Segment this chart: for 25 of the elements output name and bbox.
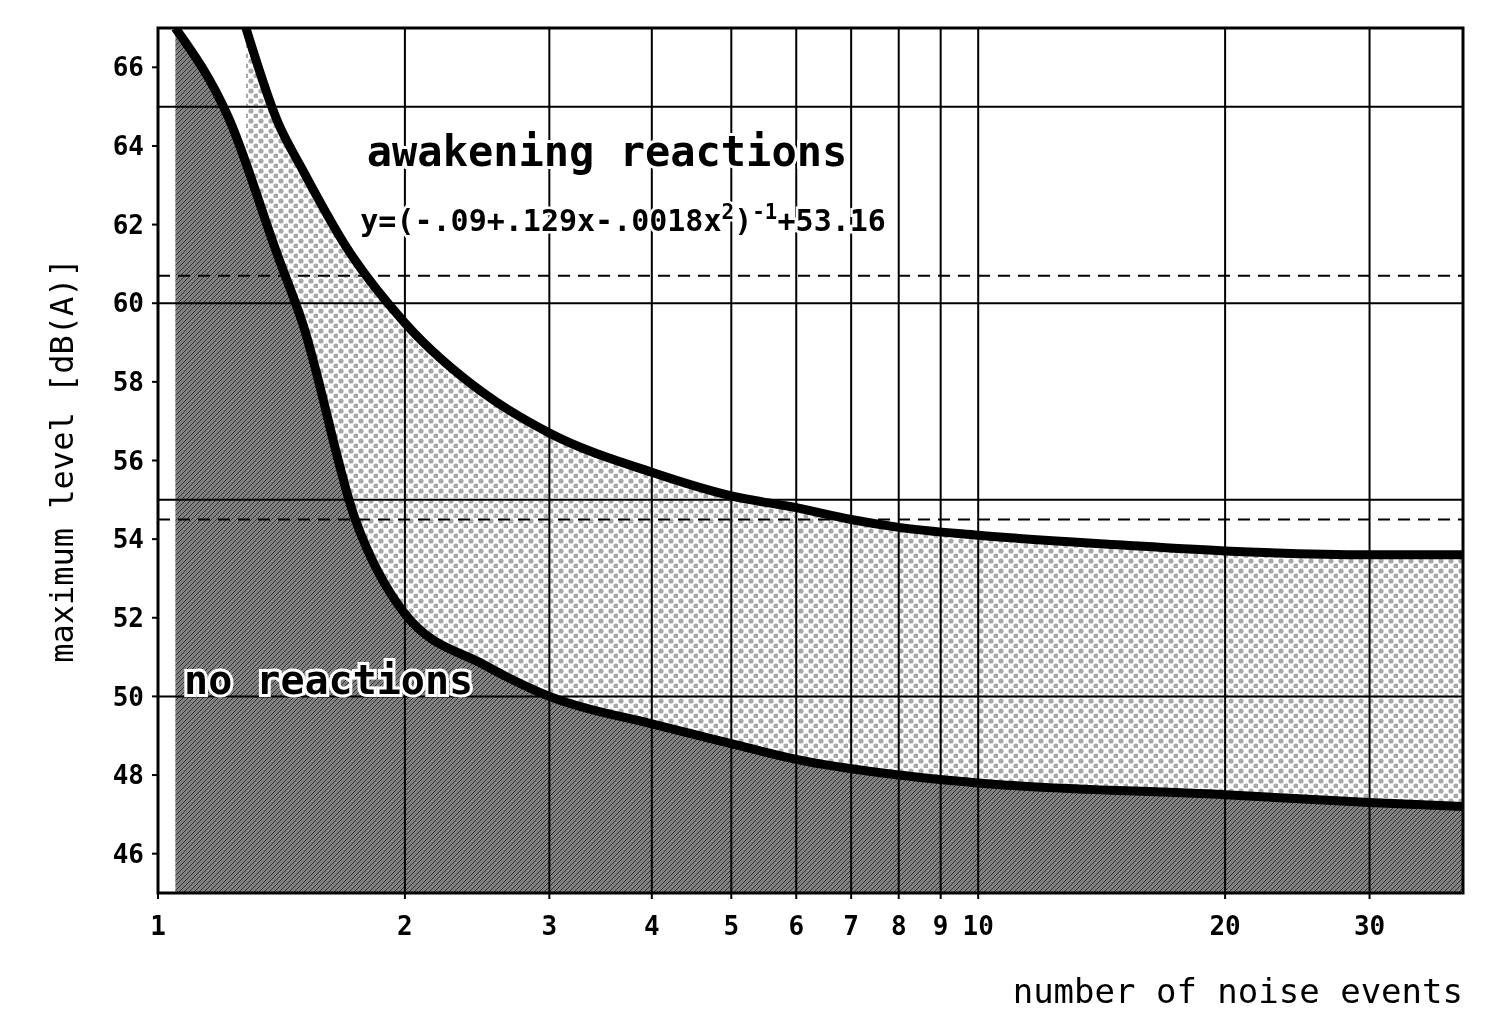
y-tick-label: 46 bbox=[112, 838, 144, 869]
y-tick-label: 54 bbox=[112, 524, 144, 555]
x-tick-label: 20 bbox=[1209, 911, 1241, 941]
x-tick-label: 9 bbox=[932, 911, 949, 941]
y-tick-label: 48 bbox=[112, 760, 144, 791]
x-tick-label: 30 bbox=[1353, 911, 1386, 941]
x-tick-label: 4 bbox=[643, 911, 660, 941]
y-axis-title: maximum level [dB(A)] bbox=[43, 258, 81, 663]
x-axis-title: number of noise events bbox=[1012, 971, 1463, 1011]
x-tick-label: 7 bbox=[843, 911, 859, 941]
y-tick-label: 66 bbox=[112, 52, 144, 83]
x-tick-label: 1 bbox=[150, 911, 166, 941]
y-tick-label: 58 bbox=[112, 366, 144, 397]
y-tick-label: 52 bbox=[112, 602, 144, 633]
x-tick-label: 5 bbox=[723, 911, 740, 941]
x-tick-label: 6 bbox=[788, 911, 805, 941]
y-tick-label: 64 bbox=[112, 131, 144, 162]
y-tick-label: 62 bbox=[112, 209, 144, 240]
x-tick-label: 3 bbox=[541, 911, 558, 941]
y-tick-label: 56 bbox=[112, 445, 144, 476]
x-tick-label: 8 bbox=[890, 911, 907, 941]
x-tick-label: 2 bbox=[397, 911, 413, 941]
y-tick-label: 50 bbox=[112, 681, 144, 712]
y-tick-label: 60 bbox=[112, 288, 144, 319]
x-tick-label: 10 bbox=[962, 911, 994, 941]
